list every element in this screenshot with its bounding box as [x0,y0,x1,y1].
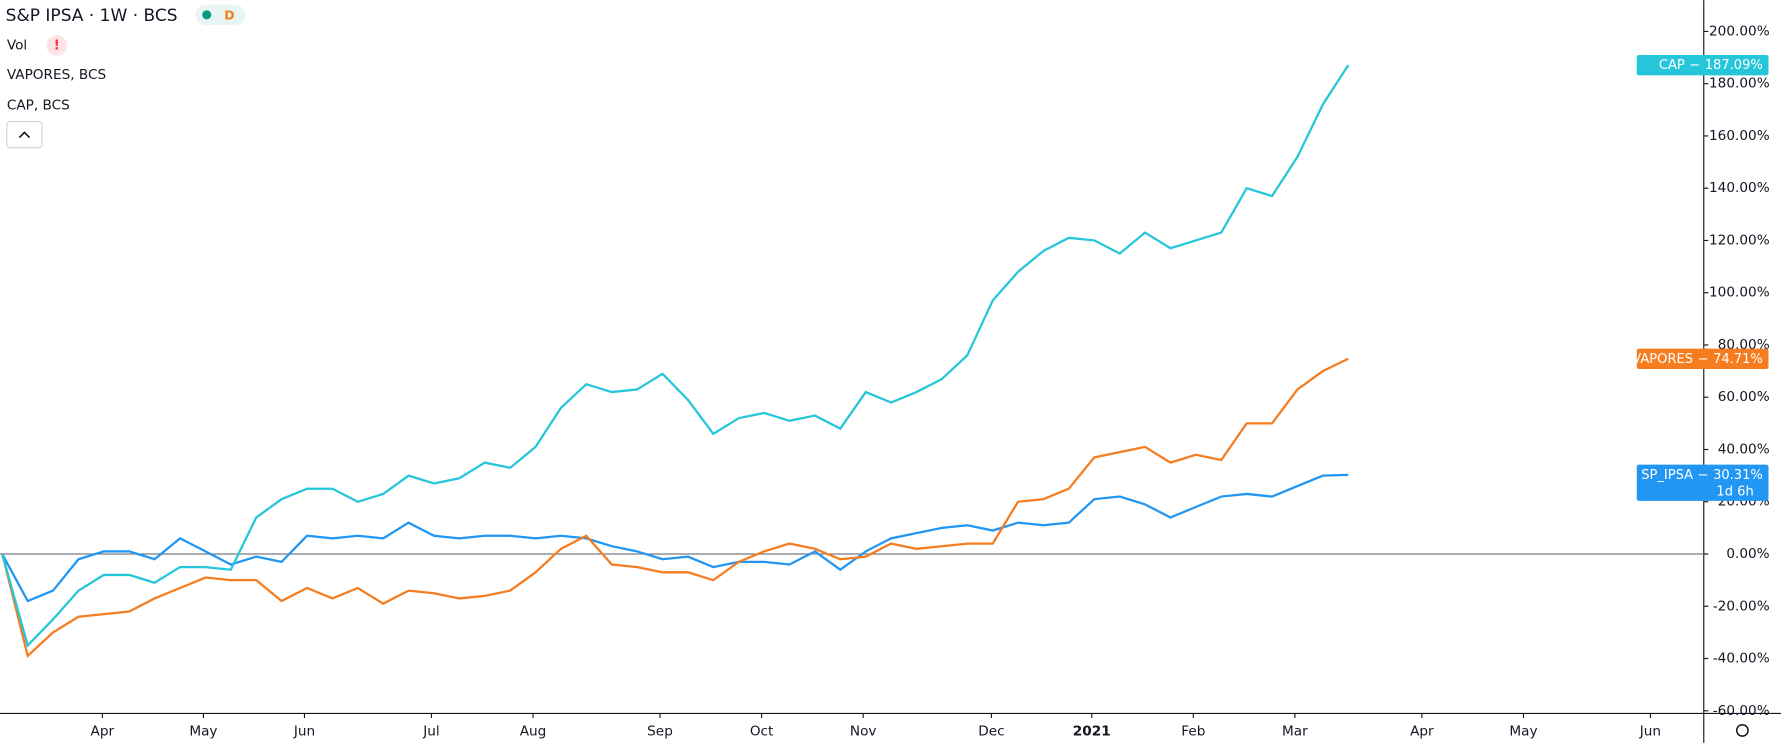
y-tick-label: 0.00% [1726,546,1769,562]
series-line [1,64,1350,648]
x-tick-label: May [189,724,217,740]
x-tick-label: Mar [1282,724,1308,740]
x-tick-label: May [1509,724,1537,740]
price-label-sep: − [1689,58,1700,73]
x-tick-label: Jun [293,724,315,740]
x-tick-label: Sep [647,724,673,740]
x-tick-label: Jul [422,724,439,740]
x-tick-label: Apr [1410,724,1434,740]
y-tick-label: 100.00% [1709,285,1770,301]
price-label-name: SP_IPSA [1641,467,1693,482]
y-tick-label: -20.00% [1713,598,1770,614]
price-label-bg [1636,348,1769,370]
settings-icon[interactable] [1735,724,1749,737]
price-label-value: 187.09% [1705,58,1763,73]
x-tick-label: Apr [91,724,115,740]
y-tick-label: 140.00% [1709,180,1770,196]
warning-icon[interactable] [46,35,68,56]
series-line [1,473,1349,603]
price-label-bg [1636,54,1769,76]
x-tick-label: Jun [1639,724,1661,740]
status-pill[interactable] [195,4,246,26]
x-tick-label: Feb [1181,724,1205,740]
x-tick-label: Aug [520,724,547,740]
price-label-name: VAPORES [1632,351,1693,366]
price-label-sep: − [1698,467,1709,482]
symbol-title: S&P IPSA · 1W · BCS [6,6,178,26]
x-tick-label: 2021 [1073,724,1111,740]
badge: D [224,7,234,22]
y-tick-label: 180.00% [1709,76,1770,92]
price-label: CAP −187.09% [1659,58,1763,73]
x-tick-label: Nov [850,724,877,740]
series-line [1,357,1349,659]
y-tick-label: -60.00% [1713,703,1770,719]
price-label-value: 30.31% [1713,467,1763,482]
collapse-button[interactable] [6,121,43,149]
price-label-name: CAP [1659,58,1685,73]
price-label-bg [1636,464,1769,501]
y-tick-label: 160.00% [1709,128,1770,144]
price-label: SP_IPSA −30.31% [1641,467,1763,482]
y-tick-label: 40.00% [1718,441,1770,457]
warning-text: ! [54,38,60,54]
price-label-value: 74.71% [1713,351,1763,366]
y-tick-label: 60.00% [1718,389,1770,405]
y-tick-label: 200.00% [1709,23,1770,39]
y-tick-label: 120.00% [1709,232,1770,248]
study-label[interactable]: VAPORES, BCS [7,67,106,83]
countdown: 1d 6h [1716,484,1753,499]
price-label-sep: − [1698,351,1709,366]
study-label[interactable]: CAP, BCS [7,98,70,114]
y-tick-label: -40.00% [1713,651,1770,667]
status-dot [202,10,212,20]
price-label: VAPORES −74.71% [1632,351,1763,366]
study-label[interactable]: Vol [7,38,27,54]
collapse-icon [18,131,31,139]
x-tick-label: Dec [978,724,1004,740]
x-tick-label: Oct [750,724,774,740]
